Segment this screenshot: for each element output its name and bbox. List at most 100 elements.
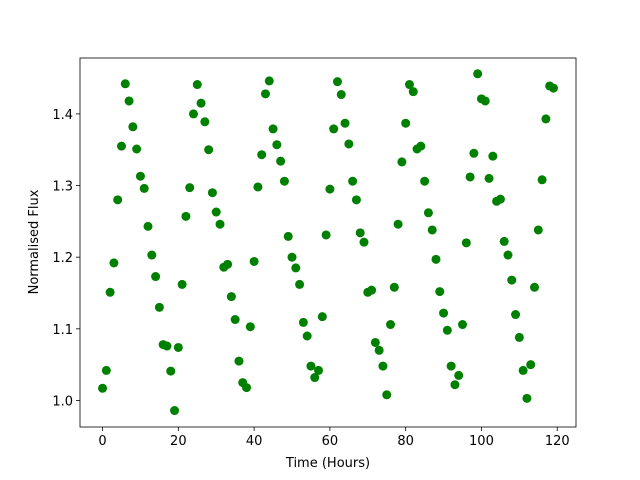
point	[226, 292, 236, 302]
point	[101, 365, 111, 375]
point	[435, 287, 445, 297]
point	[439, 308, 449, 318]
point	[541, 114, 551, 124]
point	[336, 90, 346, 100]
point	[166, 366, 176, 376]
point	[200, 117, 210, 127]
point	[473, 69, 483, 79]
point	[359, 237, 369, 247]
point	[317, 312, 327, 322]
point	[181, 211, 191, 221]
point	[211, 207, 221, 217]
point	[298, 317, 308, 327]
point	[321, 230, 331, 240]
point	[480, 96, 490, 106]
point	[348, 176, 358, 186]
point	[533, 225, 543, 235]
point	[302, 331, 312, 341]
point	[204, 145, 214, 155]
point	[408, 87, 418, 97]
point	[113, 195, 123, 205]
point	[310, 373, 320, 383]
point	[537, 175, 547, 185]
point	[389, 282, 399, 292]
point	[147, 250, 157, 260]
point	[215, 219, 225, 229]
point	[344, 139, 354, 149]
point	[518, 365, 528, 375]
point	[393, 219, 403, 229]
point	[446, 361, 456, 371]
point	[291, 263, 301, 273]
point	[234, 356, 244, 366]
y-tick-label: 1.4	[52, 108, 73, 123]
point	[431, 254, 441, 264]
y-tick-label: 1.3	[52, 180, 73, 195]
point	[374, 345, 384, 355]
point	[499, 236, 509, 246]
point	[340, 118, 350, 128]
point	[242, 383, 252, 393]
y-axis-label: Normalised Flux	[27, 189, 42, 294]
x-tick-label: 0	[98, 434, 106, 449]
point	[367, 285, 377, 295]
point	[442, 325, 452, 335]
point	[279, 176, 289, 186]
y-tick-label: 1.1	[52, 323, 73, 338]
point	[177, 279, 187, 289]
point	[245, 322, 255, 332]
point	[128, 122, 138, 132]
point	[404, 80, 414, 90]
point	[325, 184, 335, 194]
point	[260, 89, 270, 99]
point	[253, 182, 263, 192]
point	[132, 144, 142, 154]
x-axis-label: Time (Hours)	[285, 456, 370, 471]
point	[151, 272, 161, 282]
point	[378, 361, 388, 371]
point	[355, 228, 365, 238]
point	[427, 225, 437, 235]
point	[401, 118, 411, 128]
point	[454, 370, 464, 380]
point	[397, 157, 407, 167]
point	[458, 320, 468, 330]
point	[283, 231, 293, 241]
point	[105, 287, 115, 297]
point	[329, 124, 339, 134]
point	[548, 83, 558, 93]
point	[143, 221, 153, 231]
point	[314, 365, 324, 375]
point	[230, 315, 240, 325]
point	[116, 141, 126, 151]
point	[192, 80, 202, 90]
point	[469, 148, 479, 158]
point	[461, 238, 471, 248]
point	[170, 406, 180, 416]
point	[530, 282, 540, 292]
point	[370, 337, 380, 347]
point	[207, 188, 217, 198]
point	[139, 183, 149, 193]
point	[420, 176, 430, 186]
point	[465, 172, 475, 182]
x-tick-label: 20	[170, 434, 187, 449]
point	[423, 208, 433, 218]
point	[488, 151, 498, 161]
point	[135, 171, 145, 181]
point	[503, 250, 513, 260]
point	[272, 140, 282, 150]
y-tick-label: 1.0	[52, 394, 73, 409]
point	[332, 77, 342, 87]
point	[173, 342, 183, 352]
point	[386, 320, 396, 330]
point	[351, 195, 361, 205]
x-tick-label: 120	[545, 434, 570, 449]
point	[507, 275, 517, 285]
x-tick-label: 100	[469, 434, 494, 449]
x-tick-label: 80	[397, 434, 414, 449]
point	[196, 98, 206, 108]
y-tick-label: 1.2	[52, 251, 73, 266]
